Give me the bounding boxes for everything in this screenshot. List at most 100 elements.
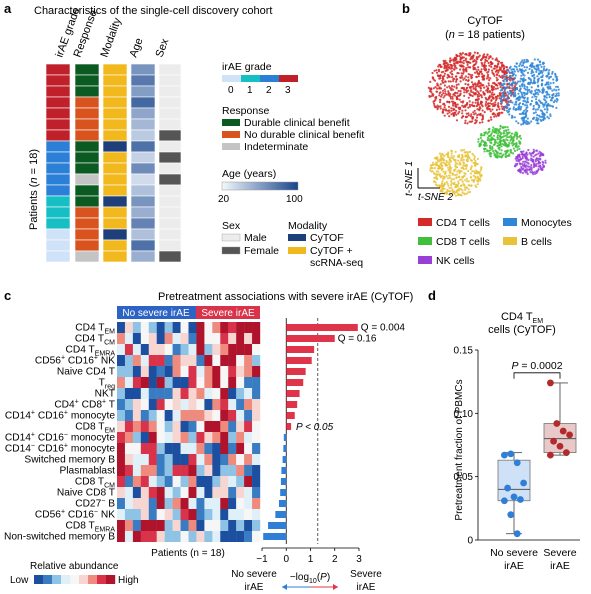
tsne-point <box>435 71 439 74</box>
tsne-point <box>455 56 458 60</box>
tsne-point <box>475 105 478 108</box>
tsne-point <box>499 75 502 79</box>
grade-tick: 3 <box>285 85 291 96</box>
heatmap-cell <box>164 410 173 421</box>
heatmap-cell <box>196 498 205 509</box>
tsne-point <box>444 172 447 175</box>
tsne-point <box>512 143 516 146</box>
tsne-point <box>501 61 504 64</box>
tsne-point <box>468 190 472 194</box>
tsne-point <box>483 144 486 147</box>
tsne-point <box>453 68 456 71</box>
tsne-point <box>491 57 494 60</box>
tsne-point <box>467 151 470 154</box>
heatmap-cell <box>140 498 149 509</box>
row-label: CD27− B <box>75 498 115 510</box>
tsne-point <box>477 138 480 141</box>
heatmap-cell <box>204 355 213 366</box>
tsne-point <box>438 94 441 97</box>
tsne-point <box>469 159 473 162</box>
age-max: 100 <box>286 194 303 205</box>
tsne-point <box>448 85 451 88</box>
tsne-point <box>477 79 480 82</box>
tsne-point <box>449 57 452 60</box>
heatmap-cell <box>220 465 229 476</box>
heatmap-cell <box>212 421 221 432</box>
tsne-point <box>459 149 463 152</box>
tsne-point <box>504 105 507 108</box>
data-point <box>559 427 567 435</box>
heatmap-cell <box>172 344 181 355</box>
heatmap-cell <box>196 388 205 399</box>
tsne-point <box>439 158 442 162</box>
heatmap-cell <box>180 322 189 333</box>
tsne-point <box>521 162 524 165</box>
tsne-point <box>448 190 452 193</box>
tsne-point <box>455 113 458 116</box>
tsne-point <box>503 129 506 133</box>
heatmap-cell <box>156 410 165 421</box>
cell-type-label: CD8 T cells <box>436 236 490 248</box>
heatmap-cell <box>196 487 205 498</box>
tsne-point <box>446 182 449 185</box>
row-label: CD8 TEMRA <box>66 521 116 534</box>
tsne-point <box>536 114 539 117</box>
heatmap-cell <box>252 487 261 498</box>
tsne-point <box>459 68 462 71</box>
tsne-point <box>493 152 496 155</box>
xaxis-neglog-label: −log10(P) <box>290 572 330 585</box>
tsne-point <box>475 179 479 182</box>
tsne-point <box>494 64 497 67</box>
tsne-point <box>443 176 446 179</box>
tsne-point <box>493 74 496 77</box>
age-cell <box>130 129 156 142</box>
tsne-point <box>485 56 488 59</box>
tsne-point <box>430 95 433 98</box>
tsne-point <box>517 106 520 109</box>
tsne-point <box>470 176 473 179</box>
tsne-point <box>467 106 470 109</box>
tsne-point <box>518 85 522 88</box>
tsne-point <box>488 64 491 67</box>
tsne-point <box>521 111 525 114</box>
heatmap-cell <box>156 366 165 377</box>
tsne-point <box>520 91 523 94</box>
patients-axis-label: Patients (n = 18) <box>28 149 40 230</box>
tsne-point <box>497 62 500 65</box>
tsne-point <box>505 66 509 69</box>
tsne-point <box>539 165 542 168</box>
heatmap-cell <box>117 366 126 377</box>
tsne-point <box>463 192 466 195</box>
tsne-point <box>491 108 494 111</box>
age-cell <box>130 85 156 98</box>
tsne-point <box>473 170 476 173</box>
tsne-point <box>484 103 487 106</box>
tsne-point <box>455 80 458 83</box>
heatmap-cell <box>172 377 181 388</box>
heatmap-cell <box>244 487 253 498</box>
tsne-point <box>457 94 460 97</box>
tsne-point <box>470 166 473 169</box>
tsne-point <box>457 89 460 93</box>
heatmap-cell <box>172 322 181 333</box>
sex-cell <box>158 162 182 175</box>
tsne-point <box>485 68 488 72</box>
tsne-point <box>433 157 436 160</box>
heatmap-cell <box>244 377 253 388</box>
tsne-point <box>445 159 448 162</box>
tsne-point <box>462 59 465 62</box>
heatmap-cell <box>252 465 261 476</box>
tsne-point <box>455 173 458 176</box>
tsne-point <box>509 65 512 68</box>
modality-cell <box>102 217 128 230</box>
modality-swatch <box>288 247 306 254</box>
tsne-point <box>496 87 499 90</box>
tsne-point <box>486 132 489 135</box>
heatmap-cell <box>228 454 237 465</box>
tsne-point <box>540 168 543 171</box>
tsne-point <box>441 79 444 82</box>
modality-cell <box>102 206 128 219</box>
tsne-point <box>549 113 552 116</box>
tsne-point <box>519 150 523 153</box>
tsne-point <box>505 152 508 155</box>
